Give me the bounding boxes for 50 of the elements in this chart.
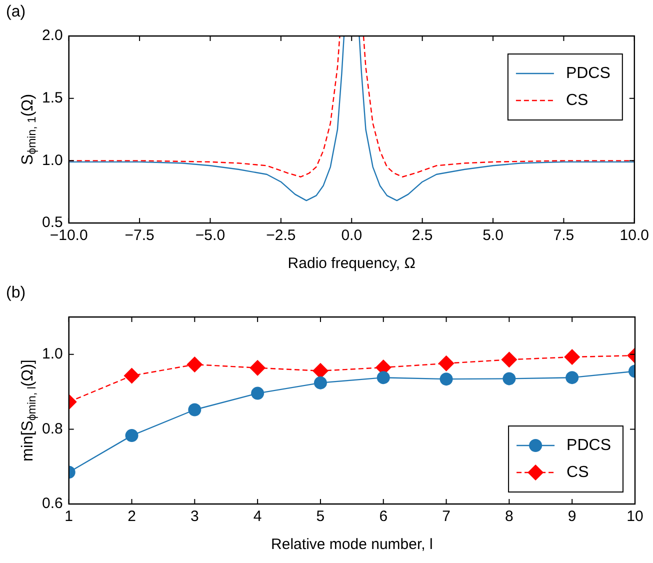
point [125, 429, 138, 442]
x-tick-label: −7.5 [124, 227, 154, 244]
y-tick-label: 0.6 [42, 495, 63, 512]
point [250, 360, 266, 376]
point [188, 403, 202, 416]
point [186, 356, 203, 372]
chart-title: (a) [6, 3, 26, 20]
point [251, 386, 264, 400]
x-tick-label: 10.0 [620, 227, 650, 244]
y-tick-label: 1.0 [42, 346, 63, 363]
y-axis-title: Sϕmin, 1(Ω) [19, 94, 39, 166]
y-tick-label: 0.8 [42, 420, 63, 438]
x-axis-title: Relative mode number, l [271, 536, 433, 554]
y-tick-label: 1.0 [42, 152, 63, 169]
x-tick-label: 2 [128, 508, 136, 526]
x-axis-title: Radio frequency, Ω [288, 255, 416, 272]
legend-label: PDCS [566, 436, 611, 454]
x-tick-label: 5.0 [482, 227, 504, 244]
point [312, 362, 328, 379]
x-tick-label: 0.0 [341, 227, 362, 244]
y-tick-label: 1.5 [42, 89, 63, 106]
x-tick-label: 5 [316, 508, 325, 526]
point [501, 352, 518, 368]
x-tick-label: 8 [505, 508, 514, 526]
x-tick-label: 2.5 [412, 227, 433, 244]
point [314, 376, 327, 390]
point [502, 372, 516, 386]
legend-label: PDCS [566, 64, 610, 82]
x-tick-label: 1 [64, 508, 74, 526]
x-tick-label: 9 [568, 508, 576, 526]
x-tick-label: 6 [379, 508, 388, 526]
point [440, 372, 453, 386]
x-tick-label: 7 [442, 508, 450, 526]
x-tick-label: 3 [190, 508, 199, 526]
x-tick-label: −10.0 [50, 227, 88, 244]
x-tick-label: −2.5 [266, 227, 296, 244]
x-tick-label: 7.5 [553, 227, 574, 244]
legend-label: CS [566, 464, 589, 481]
point [376, 371, 390, 384]
x-tick-label: −5.0 [195, 227, 226, 244]
y-axis-title: min[Sϕmin, l(Ω)] [19, 360, 39, 462]
legend-label: CS [566, 92, 588, 109]
x-tick-label: 10 [626, 508, 644, 526]
point [124, 368, 140, 384]
point [564, 349, 580, 366]
chart-title: (b) [6, 284, 26, 302]
point [566, 371, 579, 384]
x-tick-label: 4 [253, 508, 262, 526]
y-tick-label: 2.0 [42, 27, 63, 44]
point [438, 355, 454, 372]
